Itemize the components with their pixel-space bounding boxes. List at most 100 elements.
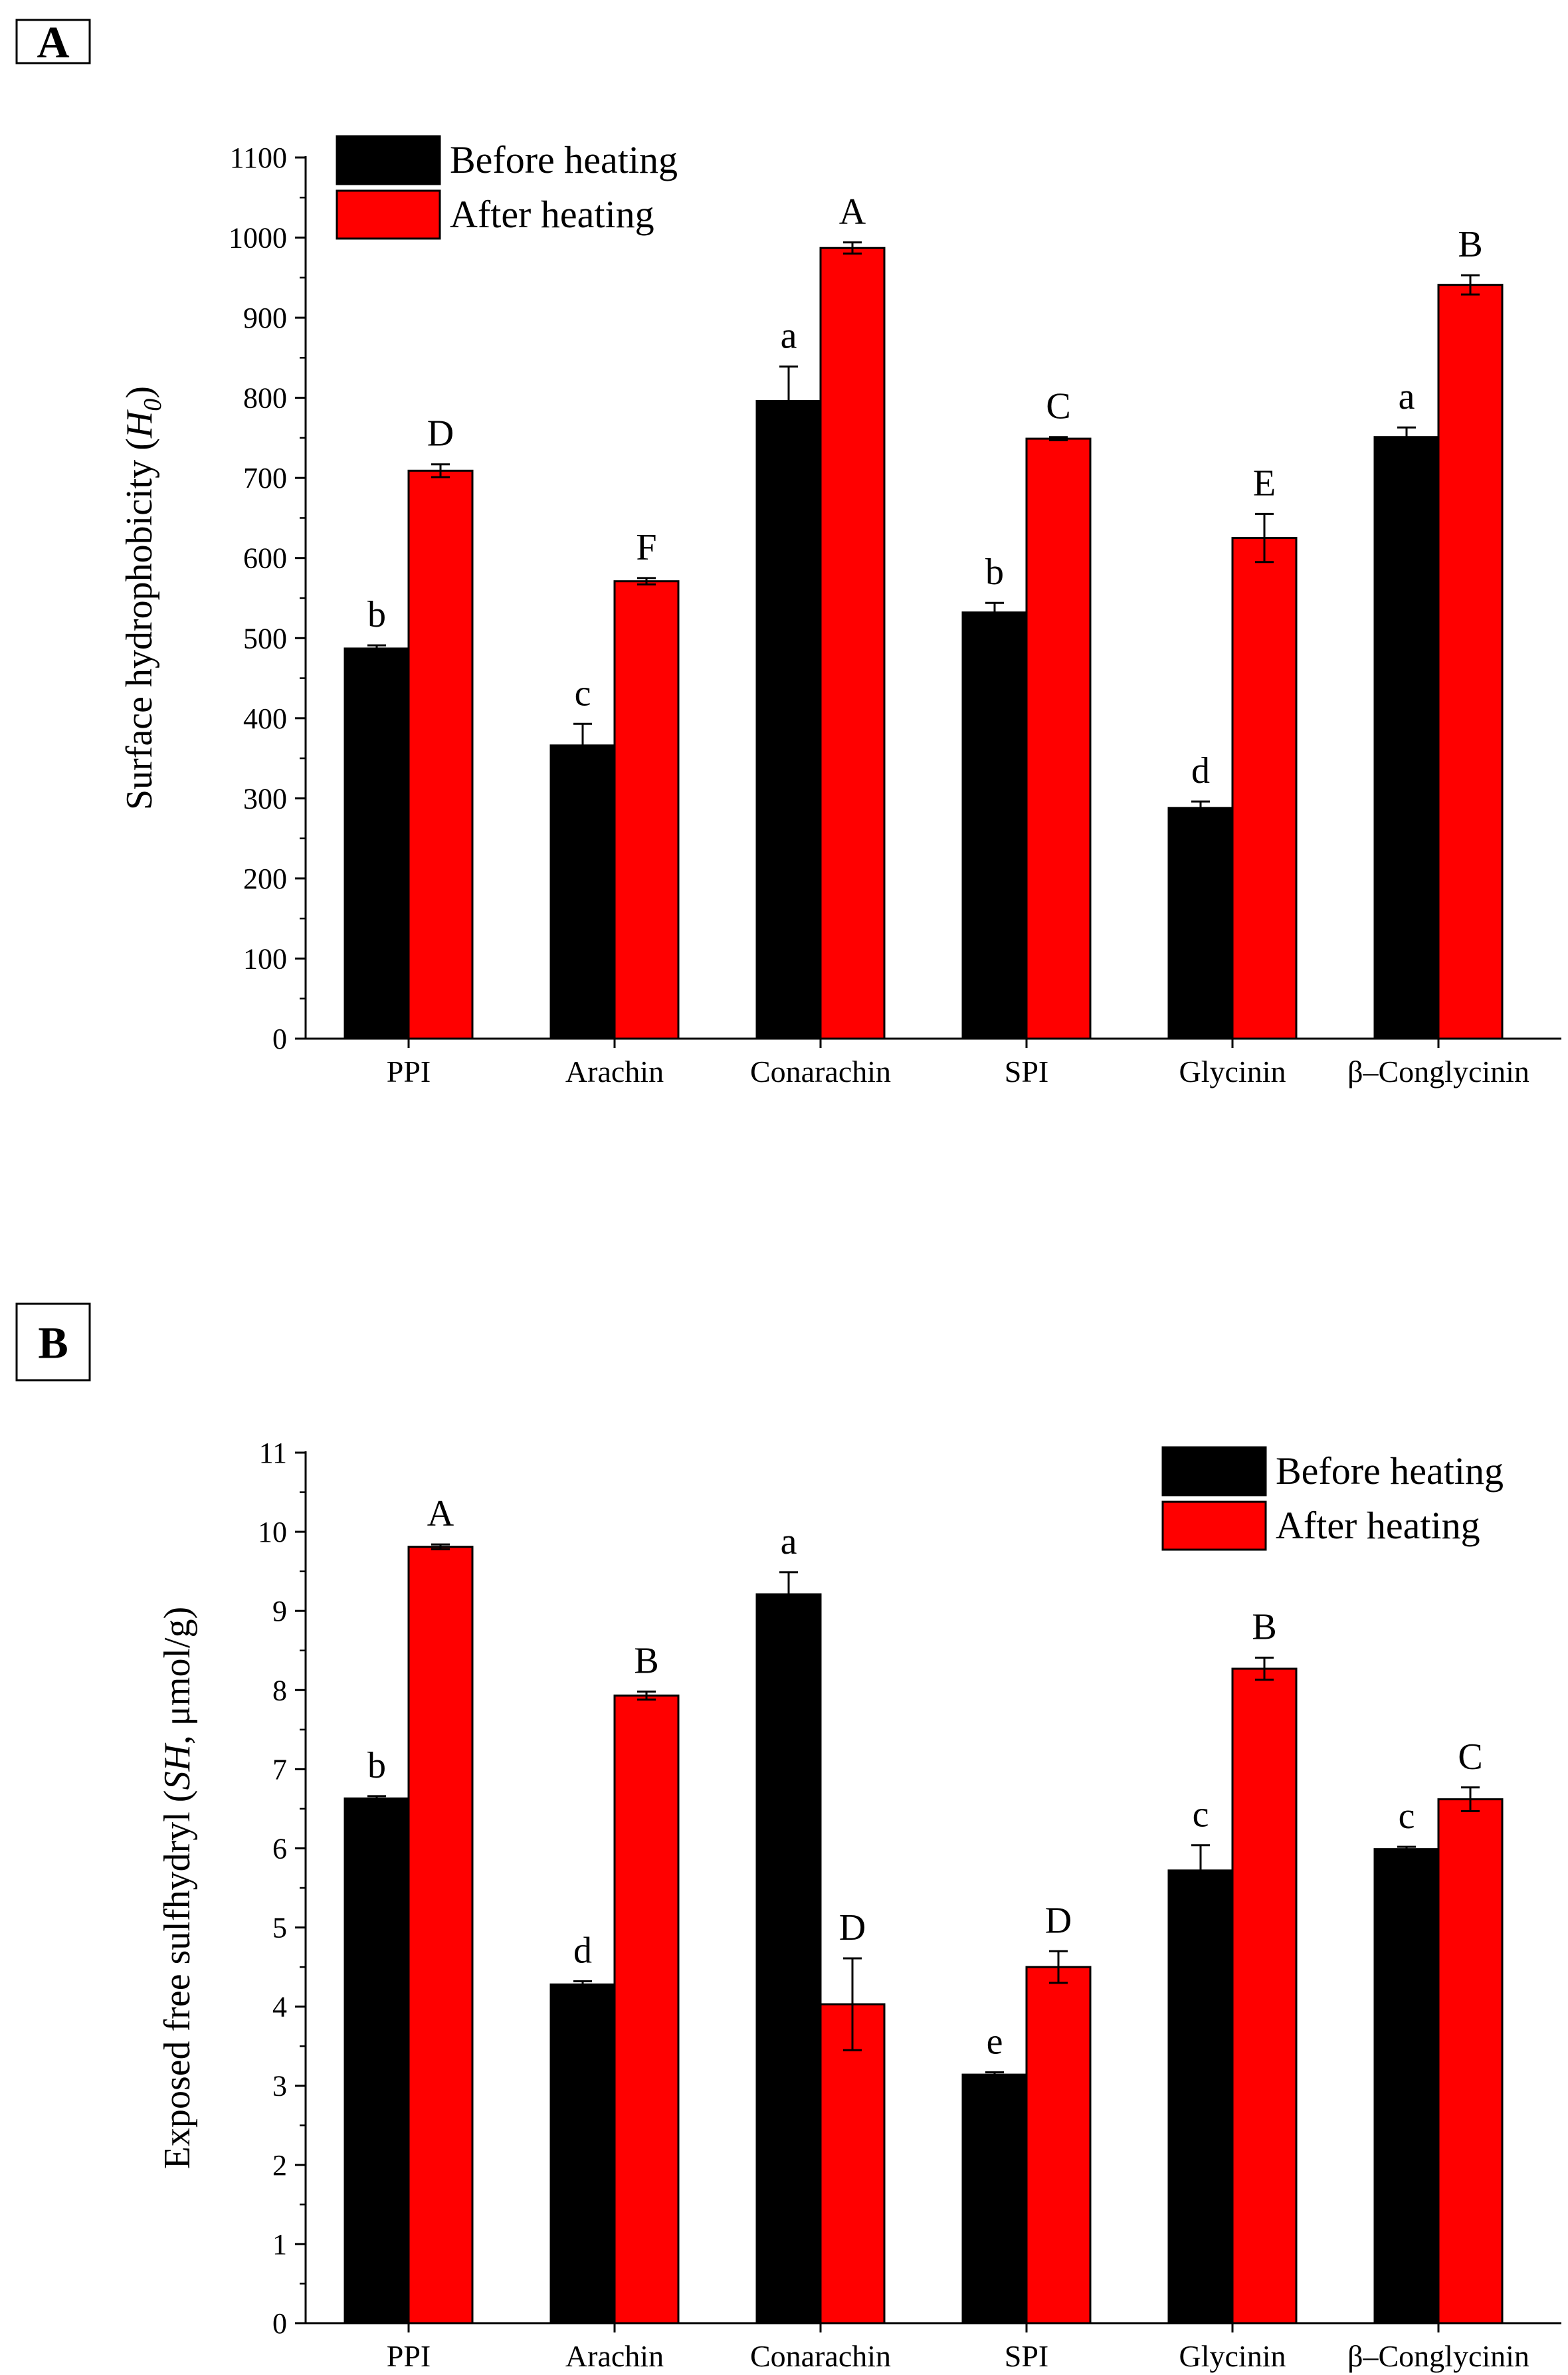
y-label-open: ( [119, 438, 160, 460]
y-tick-label: 3 [272, 2070, 287, 2103]
y-axis-label: Surface hydrophobicity (H0) [119, 386, 167, 810]
bar-after [1231, 537, 1298, 1040]
significance-letter: a [781, 316, 797, 357]
x-tick-label: Arachin [565, 2339, 664, 2373]
y-tick-label: 0 [272, 1023, 287, 1055]
bar-after [819, 2003, 886, 2324]
y-tick-label: 11 [259, 1437, 287, 1469]
y-tick-label: 1000 [229, 222, 287, 255]
significance-letter: C [1458, 1736, 1482, 1778]
x-tick-label: β–Conglycinin [1347, 2339, 1529, 2373]
y-tick-label: 900 [243, 302, 287, 334]
panel-label-box [15, 19, 91, 64]
y-label-text: Surface hydrophobicity [119, 460, 160, 810]
y-tick-label: 0 [272, 2307, 287, 2340]
panel-label-box [15, 1302, 91, 1382]
bar-after [1231, 1667, 1298, 2324]
significance-letter: d [1191, 750, 1210, 791]
y-tick-label: 7 [272, 1753, 287, 1786]
significance-letter: D [839, 1907, 866, 1948]
bar-before [549, 1983, 616, 2324]
legend-swatch-after [1161, 1500, 1267, 1551]
significance-letter: c [1193, 1794, 1209, 1835]
x-tick-label: β–Conglycinin [1347, 1055, 1529, 1088]
significance-letter: A [427, 1493, 454, 1534]
legend-swatch-before [336, 135, 441, 185]
y-tick-label: 1 [272, 2228, 287, 2261]
legend-label: After heating [450, 193, 654, 236]
significance-letter: E [1253, 463, 1276, 504]
x-tick-label: SPI [1005, 2339, 1048, 2373]
bar-after [1437, 1798, 1504, 2324]
panel-label: A [37, 17, 69, 68]
chart-panel-a: A 0 100 200 300 400 500 600 700 800 900 1000 1100 Sur… [15, 17, 1561, 1088]
y-tick-label: 200 [243, 863, 287, 895]
y-label-symbol: H [119, 409, 160, 439]
legend-label: After heating [1276, 1504, 1480, 1547]
significance-letter: b [367, 1745, 386, 1786]
bar-before [961, 2073, 1028, 2324]
bar-after [613, 580, 680, 1040]
significance-letter: C [1046, 386, 1070, 427]
y-tick-label: 1100 [230, 142, 287, 174]
y-label-unit: μmol/g [157, 1619, 198, 1726]
significance-letter: D [427, 413, 454, 455]
bar-before [961, 611, 1028, 1040]
bar-before [1167, 807, 1234, 1040]
x-tick-label: Glycinin [1179, 1055, 1286, 1088]
bar-after [819, 247, 886, 1040]
significance-letter: c [575, 672, 591, 714]
significance-letter: B [1458, 224, 1482, 265]
y-tick-label: 4 [272, 1991, 287, 2023]
y-label-open: ( [157, 1790, 198, 1812]
legend-label: Before heating [1276, 1449, 1504, 1493]
legend-label: Before heating [450, 138, 678, 181]
y-label-comma: , [157, 1726, 198, 1744]
x-tick-label: Glycinin [1179, 2339, 1286, 2373]
significance-letter: e [987, 2021, 1003, 2062]
x-tick-label: Arachin [565, 1055, 664, 1088]
bar-before [343, 1797, 410, 2324]
bar-after [1025, 1966, 1092, 2324]
y-tick-label: 800 [243, 382, 287, 415]
bar-before [755, 399, 822, 1040]
y-tick-label: 400 [243, 702, 287, 735]
y-tick-label: 9 [272, 1595, 287, 1627]
x-tick-label: PPI [387, 2339, 431, 2373]
chart-panel-b: B 0 1 2 3 4 5 6 7 8 9 10 11 Exposed free sulfhydryl (… [15, 1302, 1561, 2373]
x-tick-label: SPI [1005, 1055, 1048, 1088]
x-tick-label: PPI [387, 1055, 431, 1088]
y-tick-label: 10 [258, 1516, 287, 1548]
significance-letter: B [634, 1641, 658, 1682]
significance-letter: b [367, 594, 386, 635]
y-label-close: ) [157, 1607, 198, 1619]
bar-before [549, 744, 616, 1040]
significance-letter: a [781, 1521, 797, 1562]
y-tick-label: 8 [272, 1674, 287, 1706]
bar-before [343, 647, 410, 1040]
y-tick-label: 700 [243, 462, 287, 494]
significance-letter: d [573, 1930, 592, 1972]
significance-letter: b [985, 552, 1004, 593]
significance-letter: D [1045, 1900, 1072, 1941]
x-tick-label: Conarachin [750, 2339, 891, 2373]
y-label-symbol: SH [157, 1743, 198, 1790]
bar-before [1373, 1848, 1440, 2324]
y-tick-label: 6 [272, 1832, 287, 1865]
legend-swatch-after [336, 189, 441, 240]
significance-letter: c [1399, 1796, 1415, 1837]
y-tick-label: 600 [243, 542, 287, 575]
bar-before [755, 1593, 822, 2324]
bar-after [613, 1695, 680, 2324]
x-tick-label: Conarachin [750, 1055, 891, 1088]
significance-letter: F [636, 527, 656, 568]
y-tick-label: 500 [243, 622, 287, 655]
y-tick-label: 100 [243, 942, 287, 975]
bar-after [407, 1546, 474, 2324]
y-label-subscript: 0 [139, 399, 167, 411]
significance-letter: A [839, 191, 866, 233]
bar-before [1373, 436, 1440, 1040]
y-tick-label: 5 [272, 1912, 287, 1944]
y-tick-label: 2 [272, 2149, 287, 2182]
